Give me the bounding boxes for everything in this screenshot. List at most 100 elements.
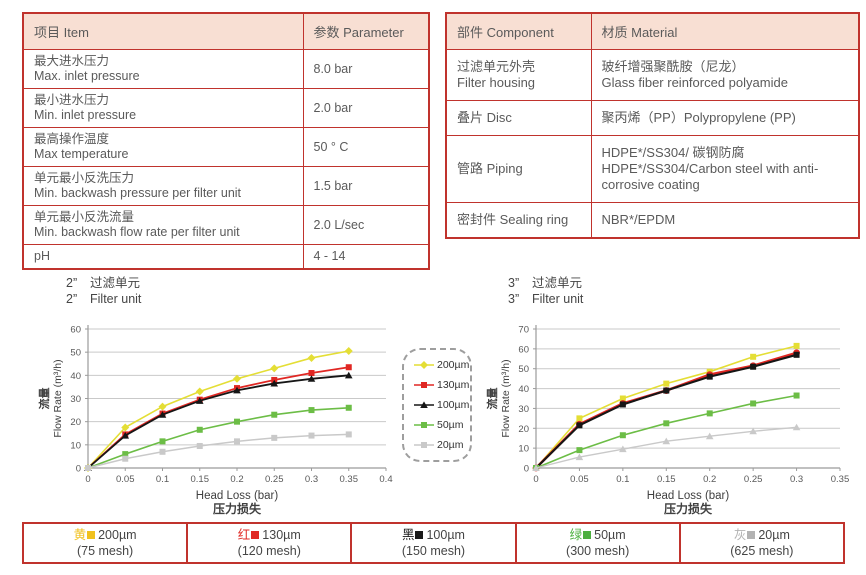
- table-row: 单元最小反洗流量 Min. backwash flow rate per filt…: [22, 205, 430, 245]
- color-swatch: [251, 531, 260, 539]
- triangle-marker-icon: [414, 401, 434, 408]
- svg-text:压力损失: 压力损失: [213, 501, 262, 516]
- spec-value-cell: 1.5 bar: [302, 166, 430, 206]
- legend-item: 130µm: [413, 375, 470, 395]
- color-swatch: [415, 531, 424, 539]
- svg-text:60: 60: [518, 344, 529, 355]
- svg-text:0.3: 0.3: [790, 474, 803, 485]
- svg-text:流量: 流量: [37, 388, 51, 410]
- mesh-key-gray: 灰 20µm (625 mesh): [678, 522, 846, 564]
- spec-value-cell: 4 - 14: [302, 244, 430, 270]
- svg-text:0.2: 0.2: [230, 474, 243, 485]
- table-header-row: 部件 Component 材质 Material: [445, 12, 860, 50]
- material-cell: 聚丙烯（PP）Polypropylene (PP): [590, 100, 860, 136]
- flow-chart-2inch: 0 10 20 30 40 50 60 0 0.05 0.1 0.15 0.2 0.25 0.3 0.35 0…: [37, 325, 393, 517]
- svg-text:0.3: 0.3: [305, 474, 318, 485]
- table-row: 单元最小反洗压力 Min. backwash pressure per filte…: [22, 166, 430, 206]
- svg-text:20: 20: [70, 417, 81, 428]
- svg-text:0: 0: [85, 474, 90, 485]
- svg-text:60: 60: [70, 325, 81, 336]
- table-header-row: 项目 Item 参数 Parameter: [22, 12, 430, 50]
- svg-text:0.1: 0.1: [156, 474, 169, 485]
- material-cell: 玻纤增强聚酰胺（尼龙） Glass fiber reinforced polyam…: [590, 49, 860, 101]
- svg-text:0.1: 0.1: [616, 474, 629, 485]
- square-marker-icon: [414, 382, 434, 388]
- spec-item-cell: 单元最小反洗流量 Min. backwash flow rate per filt…: [22, 205, 304, 245]
- table-row: 管路 Piping HDPE*/SS304/ 碳钢防腐 HDPE*/SS304/C…: [445, 135, 860, 203]
- svg-text:Head Loss (bar): Head Loss (bar): [647, 490, 730, 502]
- spec-item-cell: 最小进水压力 Min. inlet pressure: [22, 88, 304, 128]
- svg-text:70: 70: [518, 325, 529, 336]
- svg-text:0.15: 0.15: [191, 474, 210, 485]
- legend-item: 100µm: [413, 395, 470, 415]
- svg-text:0.35: 0.35: [340, 474, 359, 485]
- svg-text:40: 40: [518, 384, 529, 395]
- material-table: 部件 Component 材质 Material 过滤单元外壳 Filter ho…: [445, 12, 860, 239]
- spec-item-cell: pH: [22, 244, 304, 270]
- svg-text:40: 40: [70, 371, 81, 382]
- component-cell: 叠片 Disc: [445, 100, 592, 136]
- component-cell: 过滤单元外壳 Filter housing: [445, 49, 592, 101]
- table-row: 密封件 Sealing ring NBR*/EPDM: [445, 202, 860, 239]
- material-cell: NBR*/EPDM: [590, 202, 860, 239]
- spec-item-cell: 单元最小反洗压力 Min. backwash pressure per filte…: [22, 166, 304, 206]
- table-row: 叠片 Disc 聚丙烯（PP）Polypropylene (PP): [445, 100, 860, 136]
- diamond-marker-icon: [414, 361, 434, 369]
- chart-title-3inch: 3” 过滤单元 3” Filter unit: [508, 276, 584, 306]
- spec-header-parameter: 参数 Parameter: [302, 12, 430, 50]
- svg-text:50: 50: [70, 348, 81, 359]
- svg-text:0: 0: [76, 464, 81, 475]
- component-cell: 密封件 Sealing ring: [445, 202, 592, 239]
- svg-text:Flow Rate (m³/h): Flow Rate (m³/h): [500, 359, 512, 437]
- svg-text:0.4: 0.4: [379, 474, 392, 485]
- mesh-key-green: 绿 50µm (300 mesh): [514, 522, 681, 564]
- mesh-key-black: 黑 100µm (150 mesh): [350, 522, 517, 564]
- svg-text:压力损失: 压力损失: [664, 501, 713, 516]
- svg-text:30: 30: [518, 404, 529, 415]
- spec-header-item: 项目 Item: [22, 12, 304, 50]
- spec-value-cell: 50 ° C: [302, 127, 430, 167]
- material-cell: HDPE*/SS304/ 碳钢防腐 HDPE*/SS304/Carbon stee…: [590, 135, 860, 203]
- table-row: 最小进水压力 Min. inlet pressure 2.0 bar: [22, 88, 430, 128]
- svg-text:20: 20: [518, 424, 529, 435]
- legend-item: 20µm: [413, 435, 470, 455]
- spec-value-cell: 2.0 L/sec: [302, 205, 430, 245]
- chart-legend-box: 200µm 130µm 100µm 50µm 20µm: [402, 348, 472, 462]
- table-row: 最高操作温度 Max temperature 50 ° C: [22, 127, 430, 167]
- material-header-component: 部件 Component: [445, 12, 592, 50]
- spec-item-cell: 最大进水压力 Max. inlet pressure: [22, 49, 304, 89]
- mesh-key-red: 红 130µm (120 mesh): [186, 522, 353, 564]
- svg-text:30: 30: [70, 394, 81, 405]
- table-row: pH 4 - 14: [22, 244, 430, 270]
- table-row: 黄 200µm (75 mesh) 红 130µm (120 mesh) 黑 100µ…: [21, 522, 846, 564]
- svg-text:0: 0: [533, 474, 538, 485]
- material-header-material: 材质 Material: [590, 12, 860, 50]
- spec-value-cell: 2.0 bar: [302, 88, 430, 128]
- spec-item-cell: 最高操作温度 Max temperature: [22, 127, 304, 167]
- spec-table: 项目 Item 参数 Parameter 最大进水压力 Max. inlet pr…: [22, 12, 430, 270]
- svg-text:0.25: 0.25: [265, 474, 284, 485]
- color-swatch: [583, 531, 592, 539]
- color-swatch: [747, 531, 756, 539]
- svg-text:0.15: 0.15: [657, 474, 676, 485]
- svg-text:50: 50: [518, 364, 529, 375]
- svg-text:0.2: 0.2: [703, 474, 716, 485]
- svg-text:10: 10: [70, 440, 81, 451]
- svg-text:流量: 流量: [485, 388, 499, 410]
- svg-text:0: 0: [524, 464, 529, 475]
- svg-text:0.35: 0.35: [831, 474, 850, 485]
- table-row: 最大进水压力 Max. inlet pressure 8.0 bar: [22, 49, 430, 89]
- svg-text:Flow Rate (m³/h): Flow Rate (m³/h): [52, 359, 64, 437]
- mesh-key-yellow: 黄 200µm (75 mesh): [21, 522, 189, 564]
- legend-item: 200µm: [413, 355, 470, 375]
- table-row: 过滤单元外壳 Filter housing 玻纤增强聚酰胺（尼龙） Glass fi…: [445, 49, 860, 101]
- svg-text:Head Loss (bar): Head Loss (bar): [196, 490, 279, 502]
- color-swatch: [87, 531, 96, 539]
- svg-text:0.05: 0.05: [116, 474, 135, 485]
- svg-text:0.25: 0.25: [744, 474, 763, 485]
- component-cell: 管路 Piping: [445, 135, 592, 203]
- square-marker-icon: [414, 442, 434, 448]
- spec-value-cell: 8.0 bar: [302, 49, 430, 89]
- flow-chart-3inch: 0 10 20 30 40 50 60 70 0 0.05 0.1 0.15 0.2 0.25 0.3 0.3…: [485, 325, 850, 517]
- square-marker-icon: [414, 422, 434, 428]
